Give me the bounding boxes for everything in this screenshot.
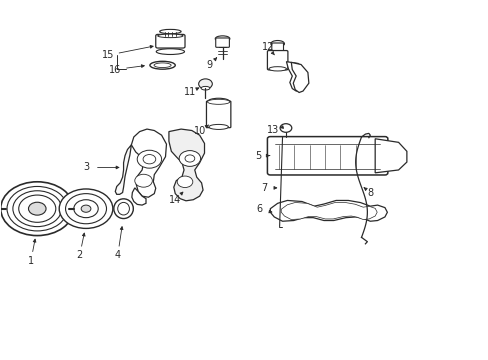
Polygon shape <box>281 202 376 220</box>
Text: 16: 16 <box>109 64 121 75</box>
Text: 5: 5 <box>255 150 261 161</box>
Ellipse shape <box>159 30 181 34</box>
Ellipse shape <box>201 86 209 90</box>
Text: 8: 8 <box>366 188 373 198</box>
Circle shape <box>143 154 156 164</box>
Text: 11: 11 <box>183 87 196 97</box>
Ellipse shape <box>270 41 284 47</box>
Polygon shape <box>115 145 131 194</box>
FancyBboxPatch shape <box>271 43 283 52</box>
Text: 9: 9 <box>206 60 212 70</box>
Text: 4: 4 <box>114 250 121 260</box>
Text: 1: 1 <box>28 256 34 266</box>
Polygon shape <box>270 201 386 221</box>
Circle shape <box>74 200 98 218</box>
Polygon shape <box>286 62 306 91</box>
Text: 2: 2 <box>77 250 82 260</box>
Text: 15: 15 <box>102 50 114 60</box>
Ellipse shape <box>215 36 229 41</box>
Ellipse shape <box>114 199 133 219</box>
Circle shape <box>280 124 291 132</box>
Circle shape <box>13 191 61 226</box>
Circle shape <box>198 79 212 89</box>
Polygon shape <box>168 129 204 201</box>
Circle shape <box>59 189 113 228</box>
Circle shape <box>0 182 74 235</box>
Ellipse shape <box>207 98 229 105</box>
Ellipse shape <box>207 99 229 104</box>
Ellipse shape <box>154 63 171 68</box>
FancyBboxPatch shape <box>206 101 230 128</box>
Polygon shape <box>374 139 406 173</box>
Circle shape <box>19 195 56 222</box>
Circle shape <box>137 150 161 168</box>
Circle shape <box>81 205 91 212</box>
Circle shape <box>65 194 106 224</box>
Circle shape <box>184 155 194 162</box>
Text: 10: 10 <box>193 126 205 135</box>
Text: 13: 13 <box>266 125 278 135</box>
Circle shape <box>135 174 152 187</box>
Polygon shape <box>291 62 308 93</box>
Ellipse shape <box>156 49 184 54</box>
Circle shape <box>179 150 200 166</box>
Polygon shape <box>131 129 166 197</box>
FancyBboxPatch shape <box>267 50 287 70</box>
FancyBboxPatch shape <box>215 38 229 47</box>
Polygon shape <box>132 188 146 205</box>
Text: 6: 6 <box>256 204 262 215</box>
Circle shape <box>28 202 46 215</box>
Ellipse shape <box>118 202 129 215</box>
Ellipse shape <box>150 61 175 69</box>
FancyBboxPatch shape <box>156 35 184 48</box>
FancyBboxPatch shape <box>267 136 387 175</box>
Ellipse shape <box>268 67 286 71</box>
Circle shape <box>177 176 192 188</box>
Text: 12: 12 <box>261 42 274 52</box>
Text: 14: 14 <box>169 195 181 205</box>
Ellipse shape <box>208 125 228 130</box>
Text: 7: 7 <box>260 183 266 193</box>
Circle shape <box>7 186 67 231</box>
Text: 3: 3 <box>83 162 89 172</box>
Ellipse shape <box>158 34 183 38</box>
